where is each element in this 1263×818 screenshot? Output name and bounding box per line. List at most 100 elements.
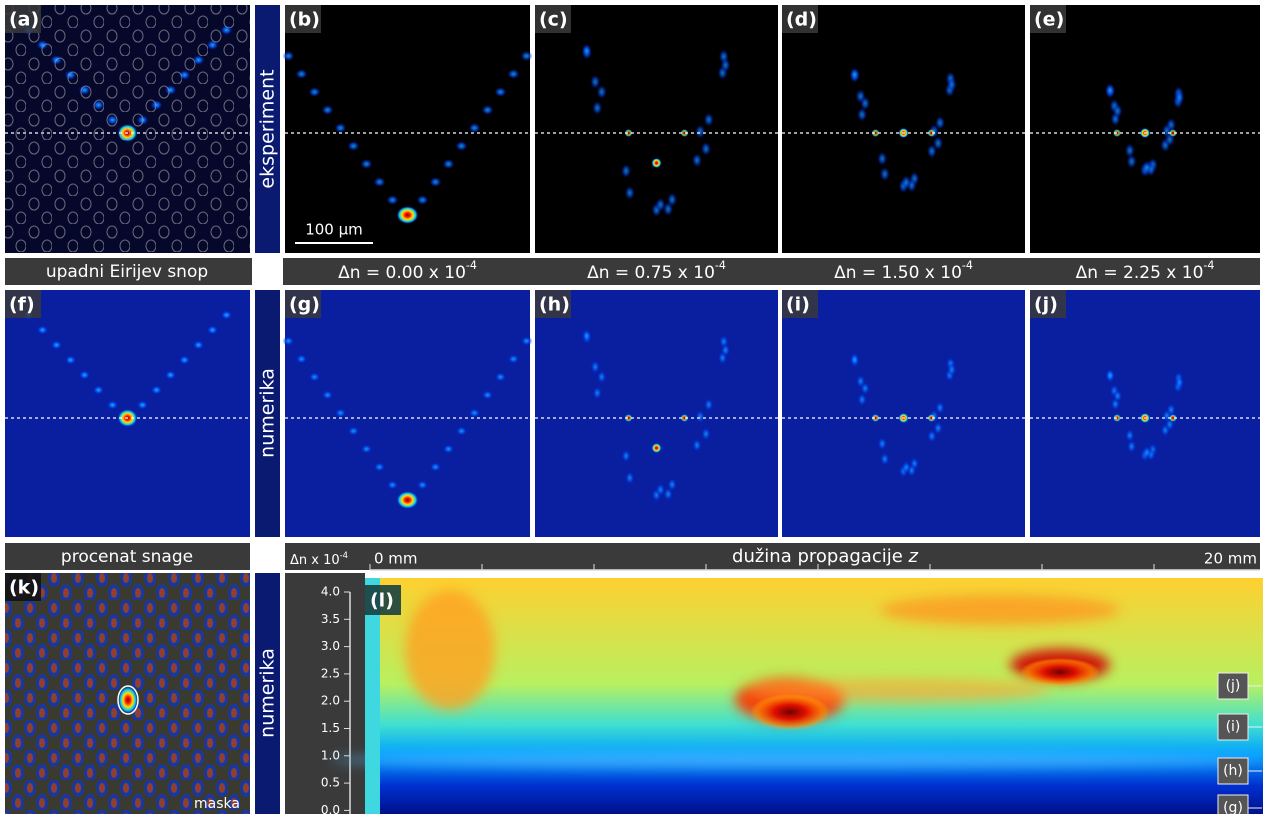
- beam-spot: [348, 141, 360, 151]
- marker-label: (h): [1223, 763, 1243, 779]
- column-label: Δn = 0.75 x 10-4: [587, 259, 726, 283]
- y-tick-label: 0.5: [321, 776, 340, 790]
- beam-spot: [335, 408, 347, 418]
- beam-spot: [296, 354, 308, 364]
- axis-label: 0 mm: [374, 550, 418, 568]
- mask-highlight: [118, 686, 138, 714]
- beam-spot: [656, 483, 666, 497]
- beam-spot: [1142, 160, 1152, 174]
- panel-tag: (a): [9, 9, 39, 31]
- axis-label: 20 mm: [1204, 550, 1257, 568]
- beam-spot: [947, 78, 957, 92]
- beam-spot: [430, 177, 442, 187]
- beam-spot: [93, 385, 105, 395]
- panel-tag: (f): [9, 294, 35, 316]
- beam-spot: [417, 195, 429, 205]
- beam-spot: [165, 370, 177, 380]
- beam-spot: [443, 159, 455, 169]
- beam-spot: [309, 372, 321, 382]
- column-label-sup: -4: [466, 259, 477, 272]
- row-label: numerika: [257, 648, 279, 738]
- beam-spot: [430, 462, 442, 472]
- beam-spot: [508, 69, 520, 79]
- panel-tag: (g): [289, 294, 320, 316]
- beam-spot: [387, 480, 399, 490]
- beam-spot: [592, 386, 602, 400]
- beam-spot: [456, 141, 468, 151]
- marker-label: (i): [1226, 719, 1241, 735]
- panel-tag: (k): [9, 577, 39, 599]
- beam-spot: [137, 400, 149, 410]
- beam-spot: [901, 460, 911, 474]
- beam-spot: [521, 336, 533, 346]
- beam-spot: [692, 438, 702, 452]
- beam-spot: [880, 452, 890, 466]
- column-label-base: Δn = 2.25 x 10: [1076, 263, 1204, 283]
- beam-spot: [107, 400, 119, 410]
- beam-spot: [65, 355, 77, 365]
- beam-spot: [704, 398, 714, 412]
- beam-spot: [1125, 143, 1135, 157]
- column-label-base: Δn = 1.50 x 10: [834, 263, 962, 283]
- row-label: eksperiment: [257, 69, 279, 188]
- beam-spot: [495, 372, 507, 382]
- beam-spot: [1174, 376, 1184, 390]
- beam-spot: [877, 437, 887, 451]
- beam-spot: [582, 43, 592, 57]
- beam-spot: [1113, 389, 1123, 403]
- axis-title: dužina propagacije z: [732, 546, 919, 567]
- beam-spot: [335, 123, 347, 133]
- beam-spot: [1174, 91, 1184, 105]
- beam-spot: [51, 340, 63, 350]
- beam-spot: [309, 87, 321, 97]
- beam-spot: [656, 198, 666, 212]
- beam-spot: [621, 164, 631, 178]
- beam-spot: [877, 152, 887, 166]
- beam-spot: [860, 381, 870, 395]
- beam-spot: [469, 408, 481, 418]
- band-label: procenat snage: [61, 547, 193, 567]
- beam-spot: [361, 159, 373, 169]
- panel-tag: (c): [539, 9, 568, 31]
- beam-spot: [933, 421, 943, 435]
- beam-spot: [417, 480, 429, 490]
- beam-spot: [482, 390, 494, 400]
- beam-spot: [1142, 445, 1152, 459]
- beam-spot: [207, 325, 219, 335]
- beam-spot: [850, 67, 860, 81]
- beam-spot: [322, 105, 334, 115]
- beam-spot: [374, 177, 386, 187]
- beam-spot: [850, 352, 860, 366]
- beam-spot: [283, 336, 295, 346]
- beam-spot: [625, 471, 635, 485]
- beam-spot: [521, 51, 533, 61]
- beam-spot: [582, 328, 592, 342]
- beam-spot: [387, 195, 399, 205]
- beam-spot: [1105, 368, 1115, 382]
- beam-spot: [79, 370, 91, 380]
- beam-spot: [374, 462, 386, 472]
- beam-spot: [397, 491, 419, 509]
- heat-peak: [750, 694, 830, 730]
- beam-spot: [283, 51, 295, 61]
- beam-spot: [469, 123, 481, 133]
- column-label: Δn = 0.00 x 10-4: [338, 259, 477, 283]
- y-tick-label: 1.5: [321, 721, 340, 735]
- axis-label: Δn x 10-4: [290, 549, 348, 567]
- beam-spot: [901, 175, 911, 189]
- beam-spot: [652, 443, 662, 453]
- beam-spot: [495, 87, 507, 97]
- heat-peak: [1020, 658, 1100, 686]
- lattice: [5, 5, 250, 253]
- heat-blob: [405, 590, 495, 710]
- beam-spot: [443, 444, 455, 454]
- column-label-sup: -4: [1203, 259, 1214, 272]
- beam-spot: [37, 325, 49, 335]
- panel-tag: (i): [786, 294, 810, 316]
- band-gap: [252, 256, 283, 287]
- column-label: Δn = 2.25 x 10-4: [1076, 259, 1215, 283]
- band-gap: [252, 541, 283, 572]
- beam-spot: [597, 85, 607, 99]
- beam-spot: [296, 69, 308, 79]
- beam-spot: [704, 113, 714, 127]
